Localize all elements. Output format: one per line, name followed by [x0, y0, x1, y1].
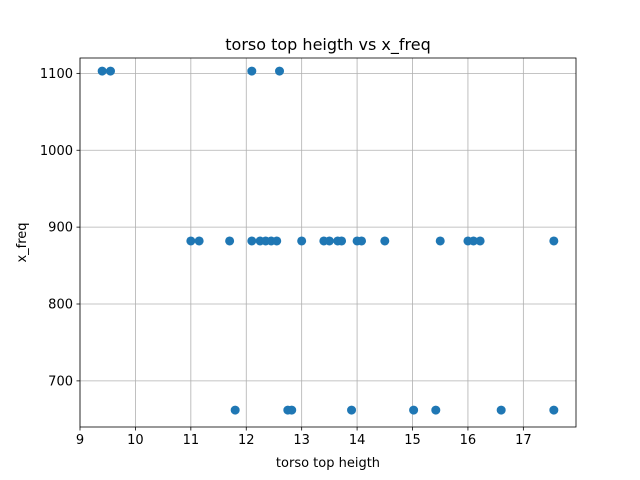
x-tick-label: 10	[127, 433, 144, 448]
data-point	[97, 66, 107, 76]
x-axis-ticks: 9 10 11 12 13 14 15 16 17	[76, 427, 532, 448]
y-axis-label: x_freq	[15, 222, 30, 262]
x-tick-label: 12	[238, 433, 255, 448]
data-point	[287, 405, 297, 415]
data-point	[225, 236, 235, 246]
x-axis-label: torso top heigth	[276, 456, 380, 471]
data-point	[475, 236, 485, 246]
x-tick-label: 11	[183, 433, 200, 448]
data-point	[230, 405, 240, 415]
data-point	[380, 236, 390, 246]
data-point	[272, 236, 282, 246]
x-tick-label: 13	[293, 433, 310, 448]
data-point	[194, 236, 204, 246]
data-point	[468, 236, 478, 246]
y-tick-label: 900	[48, 221, 73, 236]
data-point	[247, 66, 257, 76]
data-point	[247, 236, 257, 246]
x-tick-label: 9	[76, 433, 84, 448]
y-tick-label: 800	[48, 298, 73, 313]
data-point	[431, 405, 441, 415]
chart-title: torso top heigth vs x_freq	[225, 35, 430, 55]
data-point	[324, 236, 334, 246]
data-point	[549, 236, 559, 246]
data-point	[297, 236, 307, 246]
data-point	[357, 236, 367, 246]
data-point	[347, 405, 357, 415]
x-tick-label: 14	[349, 433, 366, 448]
data-points	[97, 66, 559, 415]
y-tick-label: 700	[48, 374, 73, 389]
y-axis-ticks: 700 800 900 1000 1100	[40, 67, 80, 389]
y-tick-label: 1000	[40, 144, 73, 159]
data-point	[275, 66, 285, 76]
data-point	[496, 405, 506, 415]
x-tick-label: 17	[515, 433, 532, 448]
data-point	[337, 236, 347, 246]
data-point	[186, 236, 196, 246]
data-point	[409, 405, 419, 415]
data-point	[105, 66, 115, 76]
x-tick-label: 15	[404, 433, 421, 448]
plot-frame	[79, 57, 577, 428]
x-tick-label: 16	[460, 433, 477, 448]
data-point	[549, 405, 559, 415]
y-tick-label: 1100	[40, 67, 73, 82]
data-point	[435, 236, 445, 246]
